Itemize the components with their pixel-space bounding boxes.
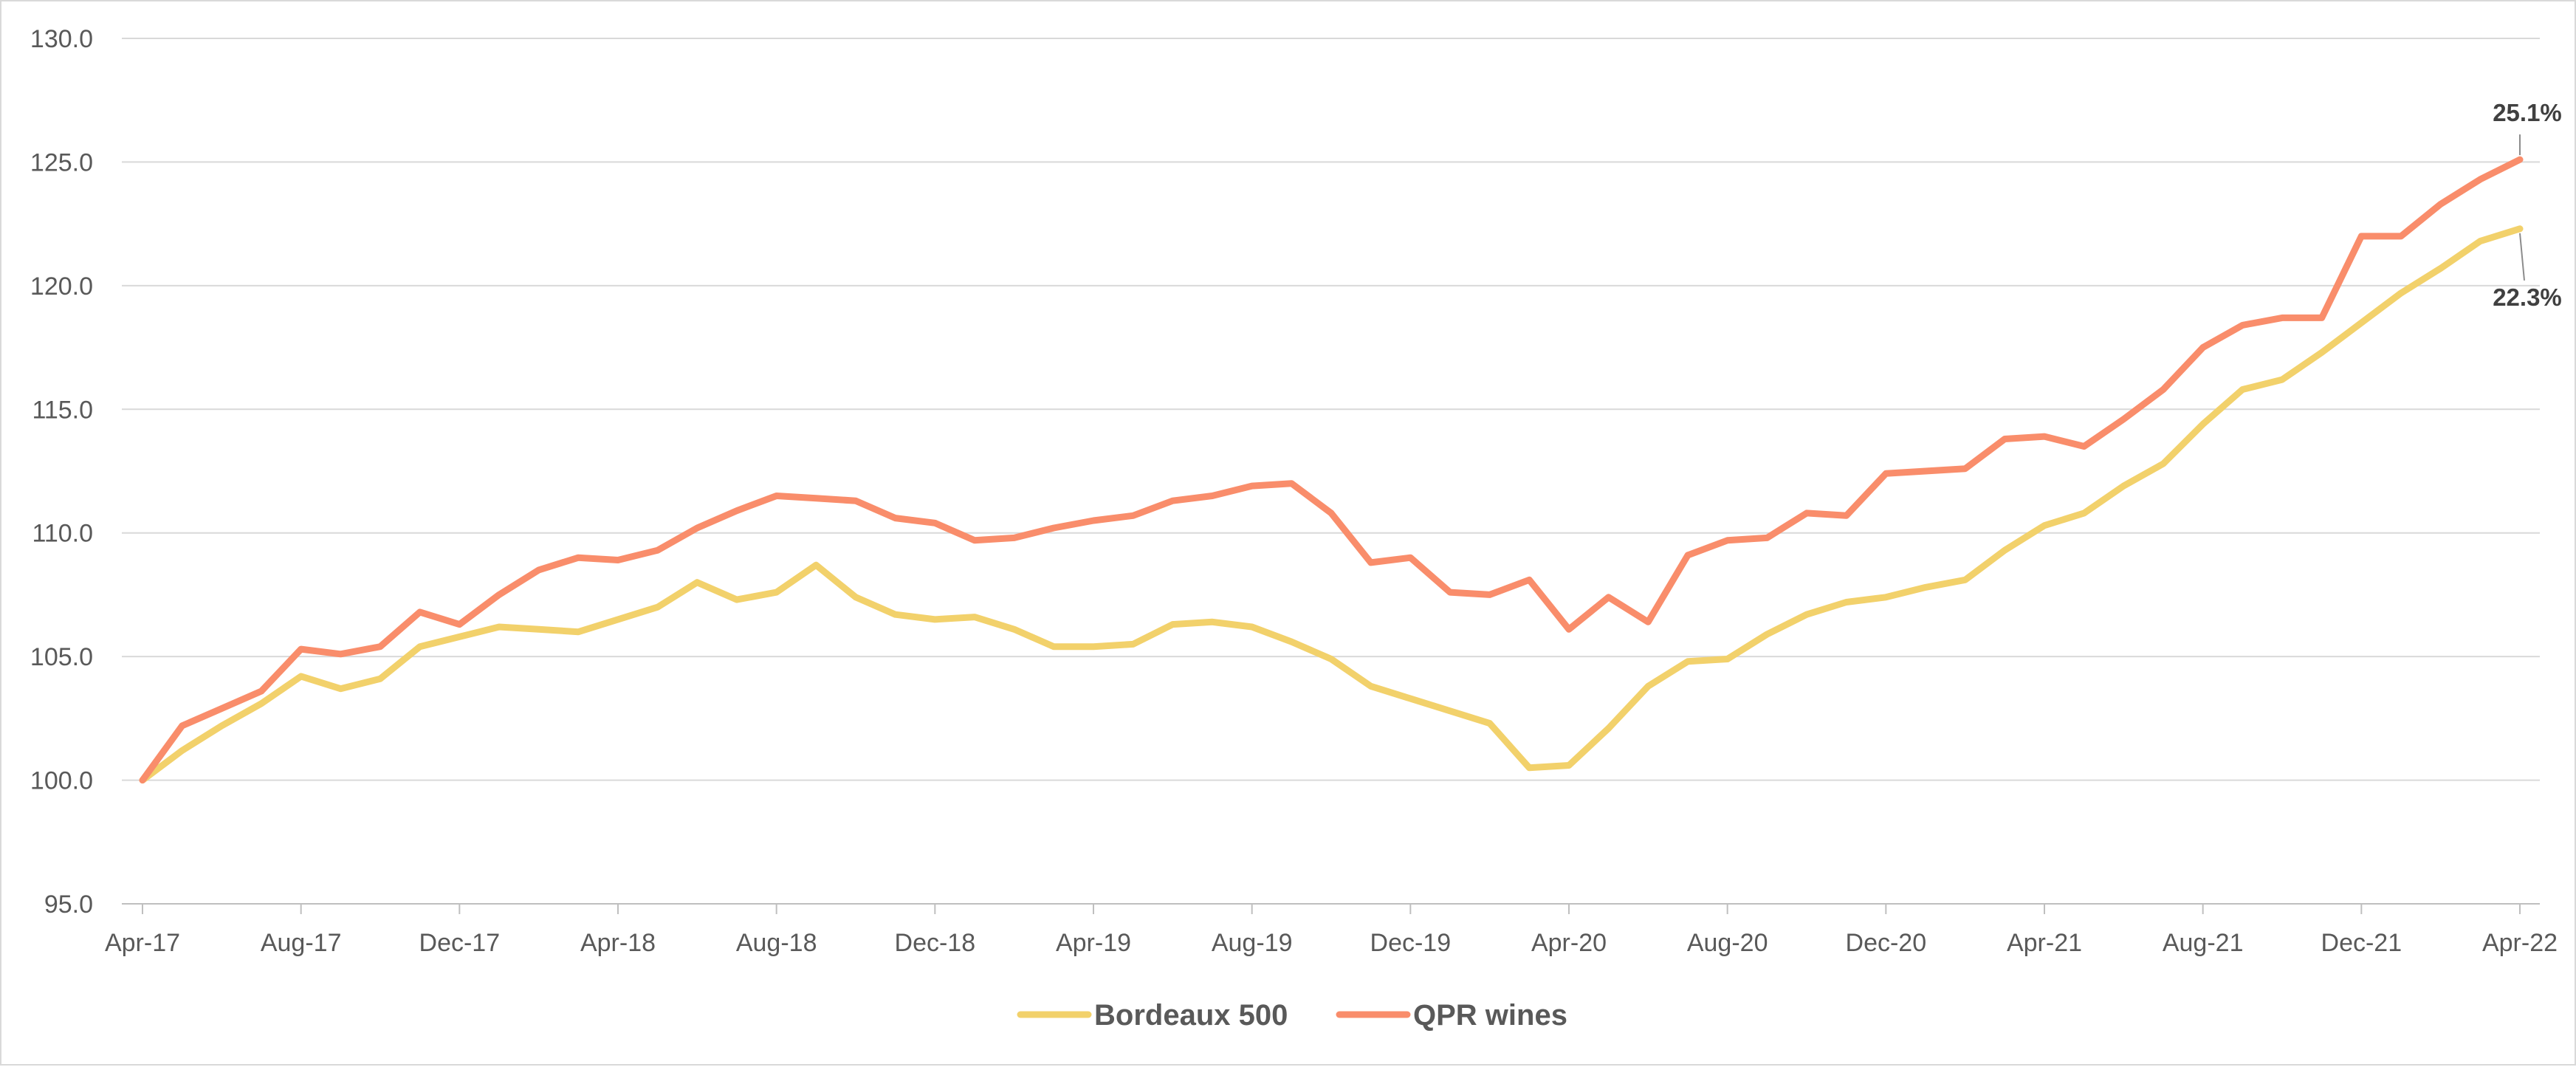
x-tick-label: Dec-20 bbox=[1846, 929, 1927, 957]
x-tick-label: Dec-17 bbox=[419, 929, 501, 957]
x-tick-label: Aug-21 bbox=[2163, 929, 2244, 957]
y-tick-label: 120.0 bbox=[30, 272, 93, 301]
y-tick-label: 105.0 bbox=[30, 643, 93, 671]
gridlines bbox=[122, 38, 2540, 781]
legend-label-qpr-wines: QPR wines bbox=[1413, 999, 1567, 1032]
x-tick-label: Apr-22 bbox=[2482, 929, 2558, 957]
x-tick-label: Dec-19 bbox=[1370, 929, 1452, 957]
x-tick-label: Aug-20 bbox=[1687, 929, 1768, 957]
series-lines bbox=[139, 156, 2524, 784]
y-tick-label: 110.0 bbox=[32, 520, 93, 548]
series-line-bordeaux-500 bbox=[139, 225, 2524, 784]
x-tick-label: Dec-18 bbox=[895, 929, 976, 957]
x-tick-label: Apr-17 bbox=[105, 929, 180, 957]
x-tick-label: Dec-21 bbox=[2321, 929, 2402, 957]
data-labels: 25.1% 22.3% bbox=[2493, 99, 2562, 311]
x-tick-label: Apr-20 bbox=[1531, 929, 1607, 957]
y-tick-label: 115.0 bbox=[32, 396, 93, 424]
data-label-leader bbox=[2519, 233, 2525, 281]
x-tick-label: Apr-21 bbox=[2007, 929, 2082, 957]
legend: Bordeaux 500 QPR wines bbox=[1017, 999, 1567, 1032]
x-tick-label: Aug-19 bbox=[1212, 929, 1293, 957]
y-tick-label: 95.0 bbox=[44, 891, 93, 919]
data-label: 25.1% bbox=[2493, 99, 2562, 126]
y-tick-label: 125.0 bbox=[30, 148, 93, 176]
x-tick-label: Aug-18 bbox=[736, 929, 817, 957]
legend-label-bordeaux-500: Bordeaux 500 bbox=[1094, 999, 1288, 1032]
y-tick-label: 130.0 bbox=[30, 25, 93, 53]
axes: 95.0 100.0 105.0 110.0 115.0 120.0 125.0 130.0 A… bbox=[30, 25, 2558, 957]
x-tick-label: Apr-19 bbox=[1056, 929, 1131, 957]
y-tick-label: 100.0 bbox=[30, 767, 93, 795]
x-tick-label: Apr-18 bbox=[580, 929, 656, 957]
x-tick-label: Aug-17 bbox=[261, 929, 342, 957]
data-label: 22.3% bbox=[2493, 284, 2562, 311]
series-line-qpr-wines bbox=[139, 156, 2524, 784]
